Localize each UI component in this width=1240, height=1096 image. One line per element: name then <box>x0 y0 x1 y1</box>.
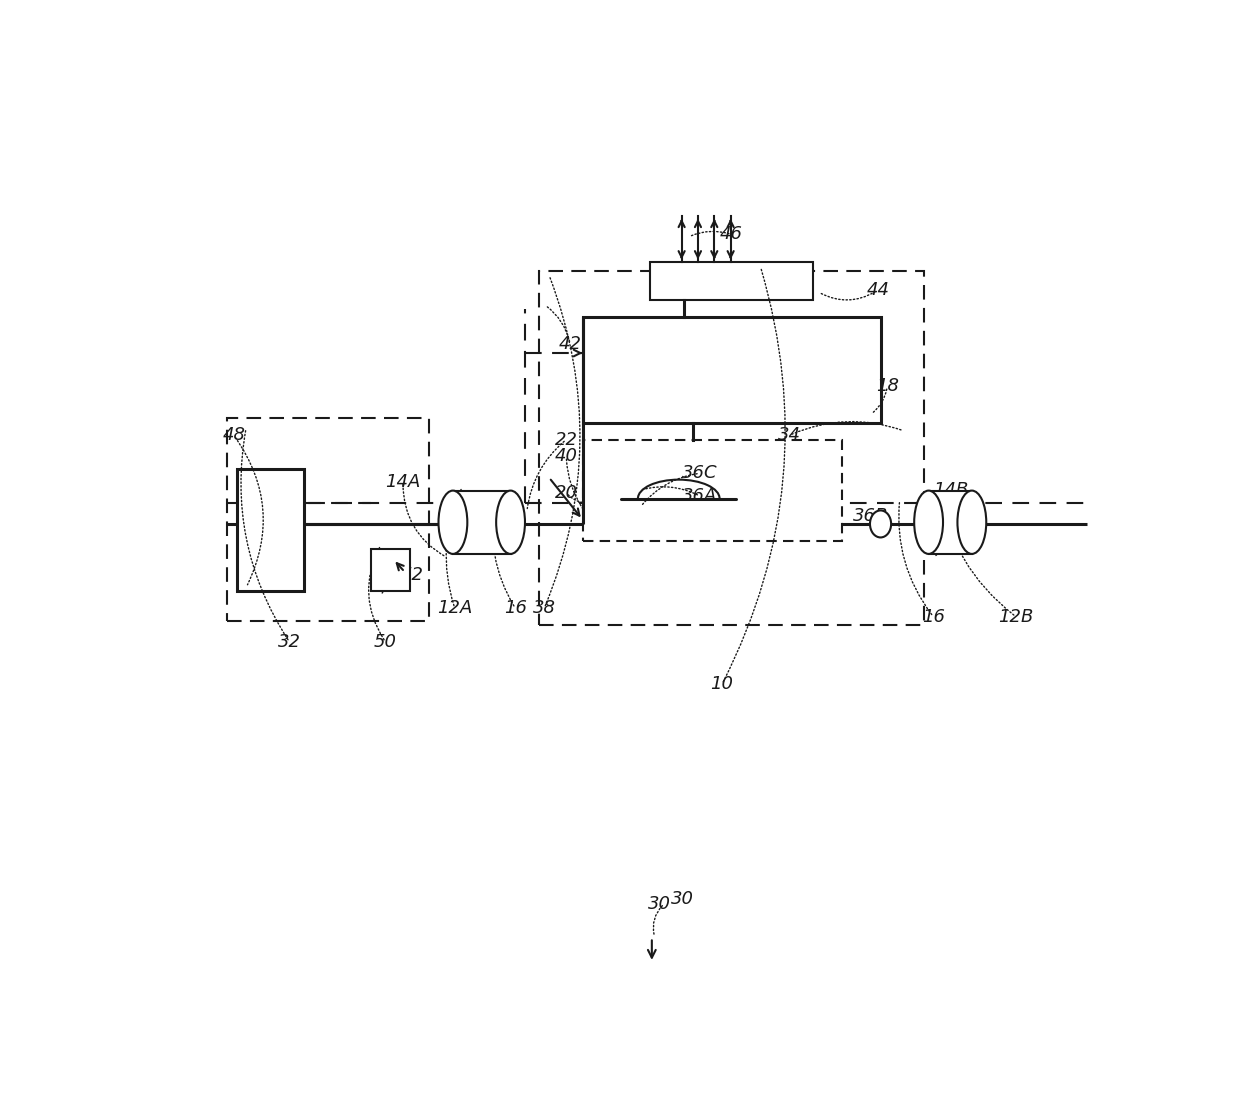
Text: 34: 34 <box>777 426 801 444</box>
Text: 46: 46 <box>720 226 743 243</box>
Text: 12B: 12B <box>998 608 1034 626</box>
Text: 10: 10 <box>711 675 734 694</box>
Text: 14B: 14B <box>932 481 968 499</box>
Text: 30: 30 <box>671 890 694 909</box>
Text: 36C: 36C <box>682 465 718 482</box>
Text: 12A: 12A <box>438 600 472 617</box>
Ellipse shape <box>914 491 942 553</box>
Text: 14A: 14A <box>386 472 420 491</box>
Text: 42: 42 <box>559 335 582 353</box>
Bar <box>371 549 409 592</box>
Bar <box>583 317 880 423</box>
Bar <box>453 491 511 553</box>
Text: 48: 48 <box>222 426 246 444</box>
Bar <box>929 491 972 553</box>
Text: 52: 52 <box>401 566 424 583</box>
Text: 30: 30 <box>649 894 671 913</box>
Bar <box>583 439 842 540</box>
Text: 22: 22 <box>554 431 578 448</box>
Text: 20: 20 <box>554 483 578 502</box>
Text: 40: 40 <box>554 447 578 466</box>
Text: 36A: 36A <box>682 487 718 505</box>
Text: 16: 16 <box>921 608 945 626</box>
Ellipse shape <box>870 511 892 537</box>
Text: 32: 32 <box>278 633 301 651</box>
Text: 50: 50 <box>374 633 397 651</box>
Text: 18: 18 <box>875 377 899 396</box>
Text: 44: 44 <box>867 282 889 299</box>
Ellipse shape <box>957 491 986 553</box>
Bar <box>650 262 813 300</box>
Bar <box>237 469 304 592</box>
Text: 36B: 36B <box>853 506 889 525</box>
Text: 16: 16 <box>503 600 527 617</box>
Ellipse shape <box>496 491 525 553</box>
Bar <box>539 271 924 625</box>
Text: 38: 38 <box>533 600 556 617</box>
Ellipse shape <box>439 491 467 553</box>
Bar <box>227 419 429 621</box>
